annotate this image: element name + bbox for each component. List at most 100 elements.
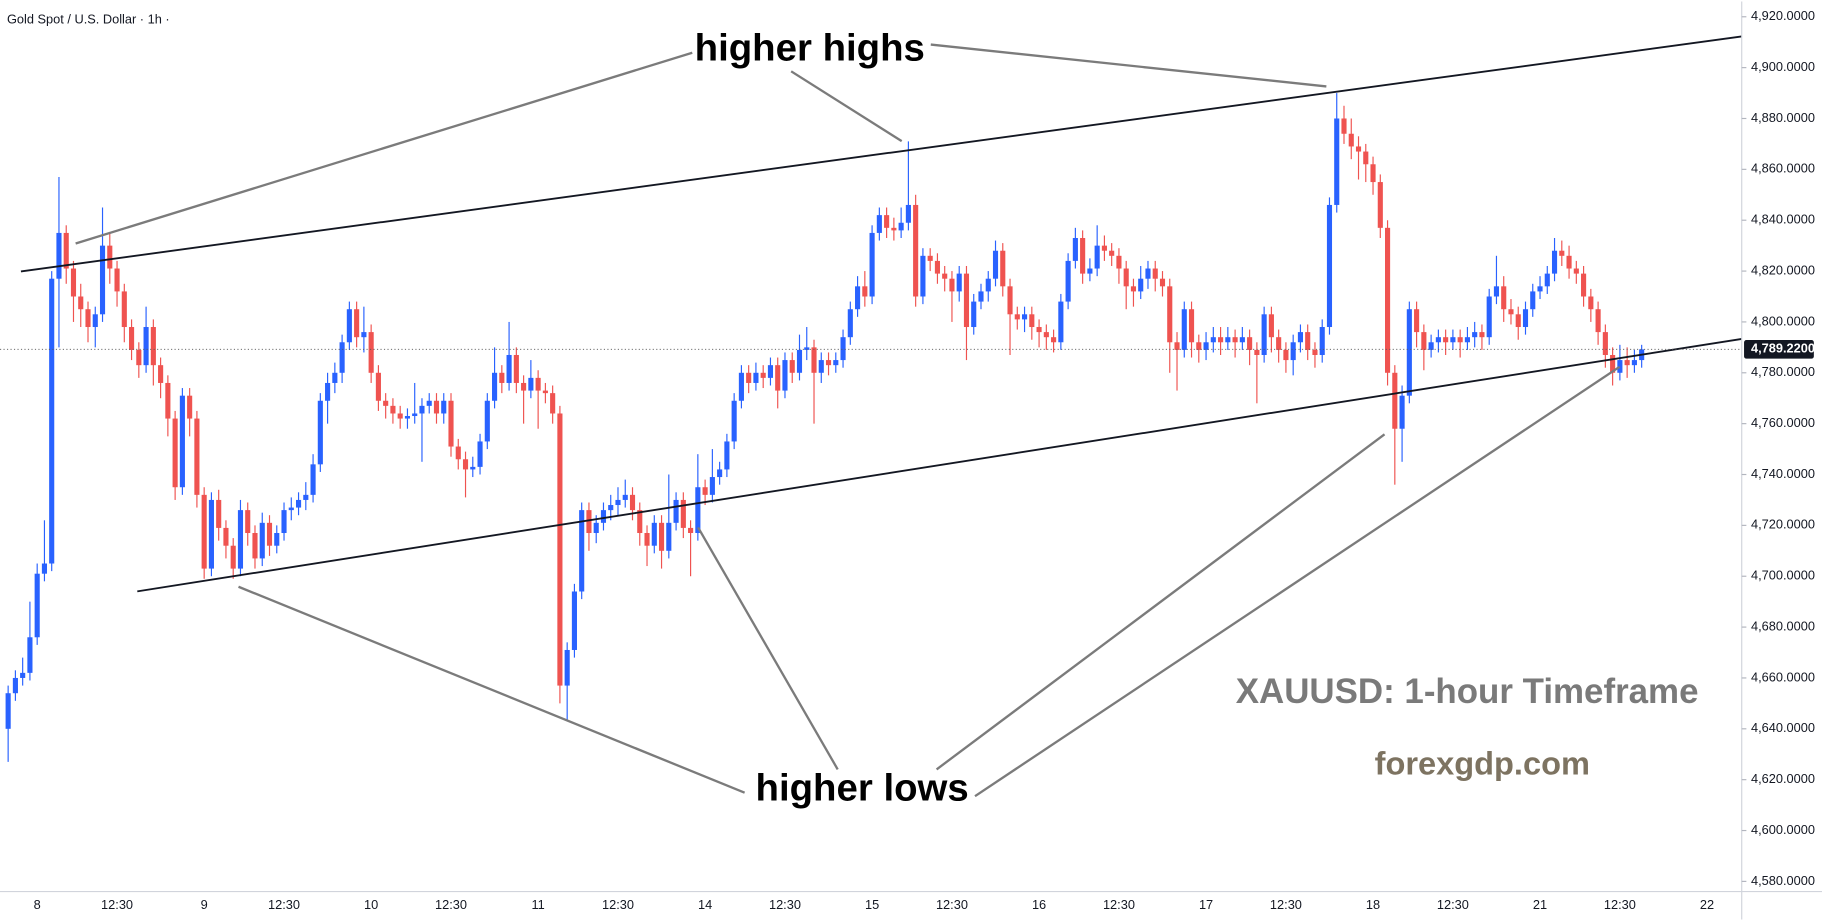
y-tick-label: 4,580.0000 <box>1751 873 1815 888</box>
candle-body <box>361 332 367 338</box>
x-tick-label: 12:30 <box>1270 897 1302 912</box>
candle-body <box>985 278 991 292</box>
y-tick-label: 4,700.0000 <box>1751 568 1815 583</box>
candle-body <box>1319 327 1325 355</box>
candle-body <box>492 372 498 401</box>
candle-body <box>1544 273 1550 287</box>
candle-body <box>1203 342 1209 350</box>
candle-body <box>92 314 98 328</box>
candle-body <box>680 499 686 528</box>
candle-body <box>1326 204 1333 328</box>
candle-body <box>847 309 853 338</box>
candle-body <box>615 499 621 506</box>
candle-body <box>1508 309 1514 315</box>
candle-body <box>41 563 48 574</box>
candle-body <box>1232 337 1238 343</box>
candle-body <box>658 522 665 551</box>
candle-body <box>1595 309 1601 333</box>
candle-body <box>760 372 766 378</box>
axes: 4,580.0000 4,600.0000 4,620.0000 4,640.0000… <box>0 8 1815 912</box>
candle-body <box>608 505 614 511</box>
candle-body <box>237 510 244 569</box>
candle-body <box>1268 314 1274 338</box>
candle-body <box>942 273 948 279</box>
candle-body <box>550 393 556 414</box>
candle-body <box>775 365 781 391</box>
x-tick-label: 15 <box>865 897 879 912</box>
candle-body <box>266 522 273 546</box>
y-tick-label: 4,880.0000 <box>1751 110 1815 125</box>
candle-body <box>1421 332 1427 350</box>
candle-body <box>143 327 149 366</box>
candle-body <box>1363 151 1369 165</box>
pointer-line <box>75 51 693 245</box>
candle-body <box>702 487 708 495</box>
candle-body <box>804 347 810 350</box>
candle-body <box>1312 349 1318 355</box>
candle-body <box>1181 309 1187 350</box>
candle-body <box>201 494 207 569</box>
candle-body <box>1167 286 1173 343</box>
candle-body <box>811 347 817 373</box>
watermark: XAUUSD: 1-hour Timeframe <box>1236 672 1699 711</box>
candle-body <box>666 522 672 551</box>
candle-body <box>1348 133 1354 147</box>
candle-body <box>717 469 723 478</box>
candle-body <box>1610 354 1616 373</box>
candle-body <box>462 459 469 470</box>
candle-body <box>644 533 650 546</box>
x-tick-label: 12:30 <box>101 897 133 912</box>
last-price-box <box>1744 340 1814 359</box>
y-tick-label: 4,900.0000 <box>1751 59 1815 74</box>
x-tick-label: 12:30 <box>1437 897 1469 912</box>
y-tick-label: 4,760.0000 <box>1751 415 1815 430</box>
candle-body <box>782 360 788 391</box>
candle-body <box>913 204 919 297</box>
candle-body <box>252 533 258 559</box>
candle-body <box>1537 286 1543 292</box>
candle-body <box>1276 337 1282 350</box>
candle-body <box>295 499 302 508</box>
upper-trend-line <box>20 35 1742 273</box>
candle-body <box>1159 278 1166 287</box>
candle-body <box>1058 301 1064 343</box>
candle-body <box>1145 268 1151 279</box>
candle-body <box>136 349 142 366</box>
candle-body <box>1370 164 1376 183</box>
candle-body <box>833 360 839 366</box>
candle-body <box>963 273 970 328</box>
y-tick-label: 4,600.0000 <box>1751 822 1815 837</box>
candle-body <box>1087 268 1093 274</box>
candle-body <box>753 372 759 383</box>
candle-body <box>1116 255 1122 269</box>
candle-body <box>208 499 214 569</box>
candle-body <box>499 372 505 383</box>
candle-body <box>898 222 904 231</box>
candle-body <box>368 332 374 373</box>
candle-body <box>629 494 636 511</box>
candle-body <box>245 510 251 534</box>
candle-body <box>281 510 287 534</box>
pointer-line <box>238 585 746 794</box>
candle-body <box>390 405 396 414</box>
candle-body <box>194 418 200 495</box>
candle-body <box>521 382 527 391</box>
candle-body <box>433 400 440 414</box>
candle-body <box>1297 332 1303 343</box>
pointer-line <box>697 526 839 770</box>
y-tick-label: 4,780.0000 <box>1751 364 1815 379</box>
y-tick-label: 4,740.0000 <box>1751 466 1815 481</box>
candle-body <box>1109 250 1115 256</box>
candle-body <box>107 245 113 269</box>
candle-body <box>419 405 425 414</box>
x-tick-label: 12:30 <box>602 897 634 912</box>
candle-body <box>85 309 91 328</box>
candle-body <box>1435 337 1441 343</box>
candle-body <box>1486 296 1492 338</box>
candle-body <box>796 349 803 373</box>
candle-body <box>27 637 33 673</box>
candle-body <box>150 327 156 366</box>
candle-body <box>397 413 403 419</box>
candle-body <box>1624 360 1630 366</box>
candle-body <box>63 232 69 269</box>
